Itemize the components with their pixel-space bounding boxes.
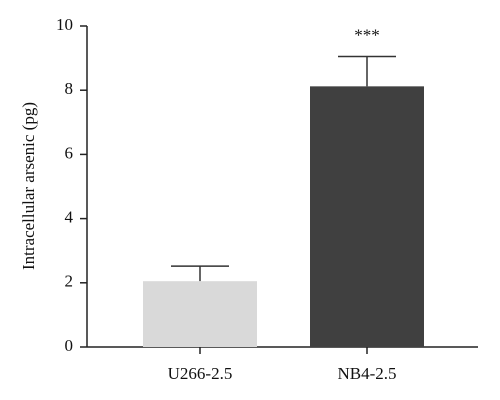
bar	[310, 86, 424, 348]
significance-label: ***	[354, 25, 380, 44]
y-tick-label: 2	[65, 272, 74, 291]
y-tick-label: 0	[65, 336, 74, 355]
x-tick-label: U266-2.5	[168, 364, 233, 383]
y-tick-label: 8	[65, 79, 74, 98]
x-tick-label: NB4-2.5	[337, 364, 396, 383]
bar	[143, 281, 257, 347]
y-tick-label: 4	[65, 208, 74, 227]
y-tick-label: 6	[65, 143, 74, 162]
y-tick-label: 10	[56, 15, 73, 34]
y-axis-label: Intracellular arsenic (pg)	[19, 102, 38, 270]
